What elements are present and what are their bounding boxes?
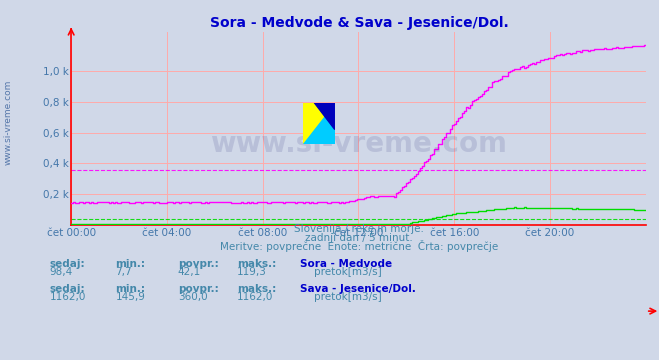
Text: sedaj:: sedaj: — [49, 259, 85, 269]
Text: maks.:: maks.: — [237, 284, 277, 294]
Polygon shape — [314, 103, 335, 130]
Text: 1162,0: 1162,0 — [237, 292, 273, 302]
Polygon shape — [303, 103, 335, 144]
Text: 7,7: 7,7 — [115, 267, 132, 278]
Text: min.:: min.: — [115, 284, 146, 294]
Text: www.si-vreme.com: www.si-vreme.com — [3, 80, 13, 165]
Text: 98,4: 98,4 — [49, 267, 72, 278]
Text: 360,0: 360,0 — [178, 292, 208, 302]
Text: 119,3: 119,3 — [237, 267, 267, 278]
Text: 1162,0: 1162,0 — [49, 292, 86, 302]
Text: pretok[m3/s]: pretok[m3/s] — [314, 267, 382, 278]
Text: maks.:: maks.: — [237, 259, 277, 269]
Text: Sora - Medvode & Sava - Jesenice/Dol.: Sora - Medvode & Sava - Jesenice/Dol. — [210, 16, 509, 30]
Text: Slovenija / reke in morje.: Slovenija / reke in morje. — [294, 224, 424, 234]
Text: min.:: min.: — [115, 259, 146, 269]
Text: Sora - Medvode: Sora - Medvode — [300, 259, 392, 269]
Text: 42,1: 42,1 — [178, 267, 201, 278]
Text: sedaj:: sedaj: — [49, 284, 85, 294]
Text: pretok[m3/s]: pretok[m3/s] — [314, 292, 382, 302]
Text: www.si-vreme.com: www.si-vreme.com — [210, 130, 507, 158]
Text: Sava - Jesenice/Dol.: Sava - Jesenice/Dol. — [300, 284, 416, 294]
Polygon shape — [303, 103, 335, 144]
Text: povpr.:: povpr.: — [178, 259, 219, 269]
Text: 145,9: 145,9 — [115, 292, 145, 302]
Text: zadnji dan / 5 minut.: zadnji dan / 5 minut. — [305, 233, 413, 243]
Text: Meritve: povprečne  Enote: metrične  Črta: povprečje: Meritve: povprečne Enote: metrične Črta:… — [220, 240, 498, 252]
Text: povpr.:: povpr.: — [178, 284, 219, 294]
